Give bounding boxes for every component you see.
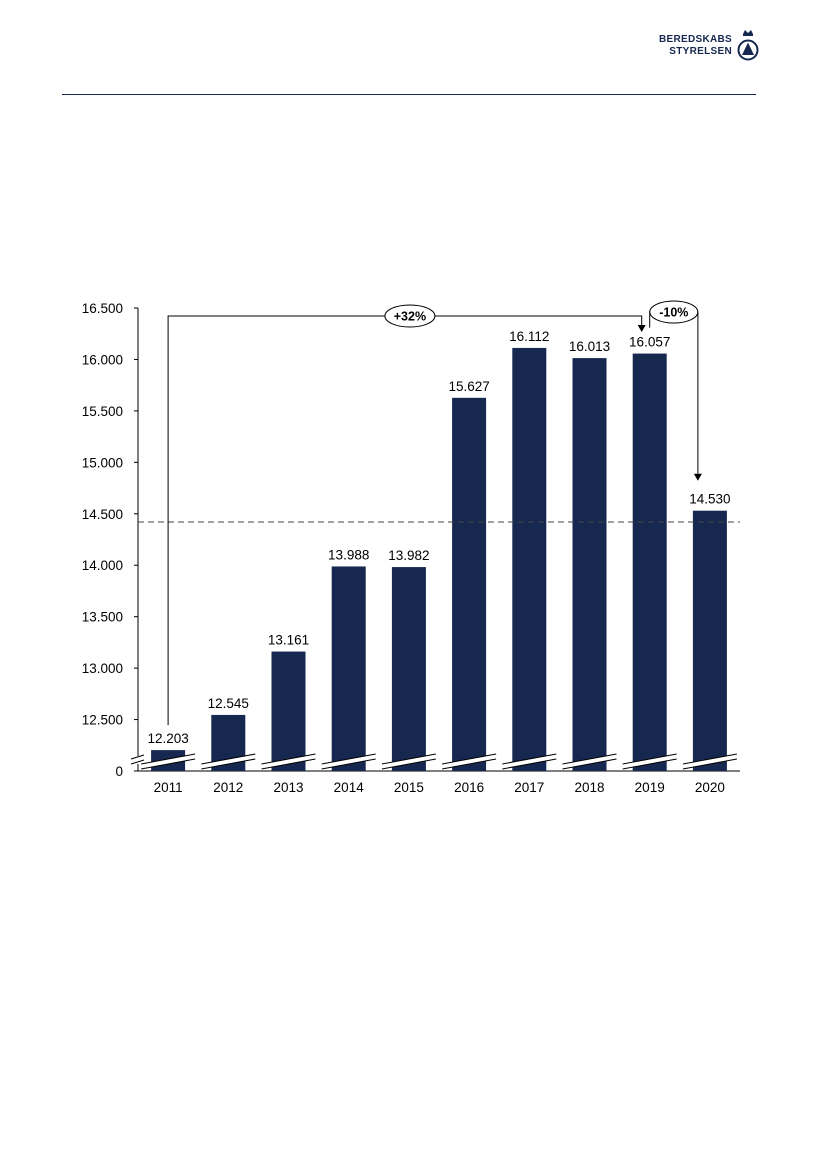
bar-2018	[572, 358, 607, 771]
x-tick-label-2011: 2011	[154, 780, 183, 795]
bar-break-gap	[201, 754, 256, 769]
x-tick-label-2013: 2013	[273, 780, 303, 795]
bar-break-mark	[682, 758, 737, 770]
bar-break-mark	[562, 753, 617, 765]
x-tick-label-2018: 2018	[574, 780, 604, 795]
x-tick-label-2020: 2020	[695, 780, 725, 795]
x-tick-label-2019: 2019	[635, 780, 665, 795]
x-tick-label-2014: 2014	[334, 780, 365, 795]
y-tick-label: 16.000	[82, 352, 123, 367]
data-label-2013: 13.161	[268, 633, 309, 648]
header-rule	[62, 94, 756, 95]
bar-break-mark	[201, 758, 256, 770]
y-tick-label: 15.000	[82, 455, 123, 470]
logo-text: BEREDSKABS STYRELSEN	[659, 34, 732, 58]
data-label-2014: 13.988	[328, 547, 369, 562]
bar-2016	[452, 397, 487, 771]
bar-break-mark	[502, 753, 557, 765]
bar-break-mark	[682, 753, 737, 765]
data-label-2017: 16.112	[509, 329, 549, 344]
data-label-2012: 12.545	[208, 696, 249, 711]
bar-break-mark	[261, 758, 316, 770]
bar-break-gap	[562, 754, 617, 769]
y-tick-label: 12.500	[82, 713, 123, 728]
bar-break-mark	[442, 758, 497, 770]
logo-line-2: STYRELSEN	[669, 46, 732, 57]
y-tick-label: 13.000	[82, 661, 123, 676]
bar-break-gap	[682, 754, 737, 769]
data-label-2016: 15.627	[448, 379, 489, 394]
change-badge-2	[649, 300, 699, 324]
bar-break-gap	[141, 754, 196, 769]
change-label-2: -10%	[659, 306, 688, 320]
data-label-2015: 13.982	[388, 548, 429, 563]
bar-break-gap	[321, 754, 376, 769]
data-label-2018: 16.013	[569, 339, 610, 354]
bar-break-gap	[261, 754, 316, 769]
crown-shield-icon	[737, 30, 759, 61]
bar-break-mark	[321, 758, 376, 770]
x-tick-label-2016: 2016	[454, 780, 484, 795]
data-label-2020: 14.530	[689, 492, 730, 507]
bar-break-mark	[381, 758, 436, 770]
y-tick-label: 16.500	[82, 301, 123, 316]
data-label-2019: 16.057	[629, 335, 670, 350]
y-tick-label: 13.500	[82, 610, 123, 625]
change-label-1: +32%	[394, 310, 426, 324]
bar-break-mark	[622, 758, 677, 770]
bar-2013	[271, 651, 306, 771]
y-tick-label: 14.500	[82, 507, 123, 522]
change-arrow-2	[693, 473, 702, 481]
bar-2017	[512, 347, 547, 771]
axis-break-gap	[132, 756, 144, 764]
bar-break-mark	[442, 753, 497, 765]
bar-break-mark	[622, 753, 677, 765]
bar-2015	[391, 567, 426, 771]
x-tick-label-2017: 2017	[514, 780, 544, 795]
axis-break-mark	[130, 759, 145, 765]
logo-line-1: BEREDSKABS	[658, 34, 732, 45]
y-tick-label: 15.500	[82, 404, 123, 419]
bar-2019	[632, 353, 667, 771]
bar-break-gap	[381, 754, 436, 769]
y-tick-label: 14.000	[82, 558, 123, 573]
bar-break-mark	[201, 753, 256, 765]
x-tick-label-2012: 2012	[213, 780, 243, 795]
bar-break-gap	[502, 754, 557, 769]
logo: BEREDSKABS STYRELSEN	[659, 28, 759, 64]
bar-break-mark	[562, 758, 617, 770]
change-badge-1	[384, 304, 436, 328]
bar-2020	[692, 510, 727, 771]
data-label-2011: 12.203	[147, 731, 188, 746]
bar-break-gap	[622, 754, 677, 769]
bar-break-mark	[381, 753, 436, 765]
bar-break-mark	[321, 753, 376, 765]
bar-break-mark	[502, 758, 557, 770]
y-zero-label: 0	[115, 764, 123, 779]
bar-break-mark	[261, 753, 316, 765]
bar-break-gap	[442, 754, 497, 769]
axis-break-mark	[130, 754, 145, 760]
bar-break-mark	[141, 753, 196, 765]
bar-2014	[331, 566, 366, 771]
x-tick-label-2015: 2015	[394, 780, 424, 795]
change-arrow-1	[637, 325, 646, 332]
bar-break-mark	[141, 758, 196, 770]
